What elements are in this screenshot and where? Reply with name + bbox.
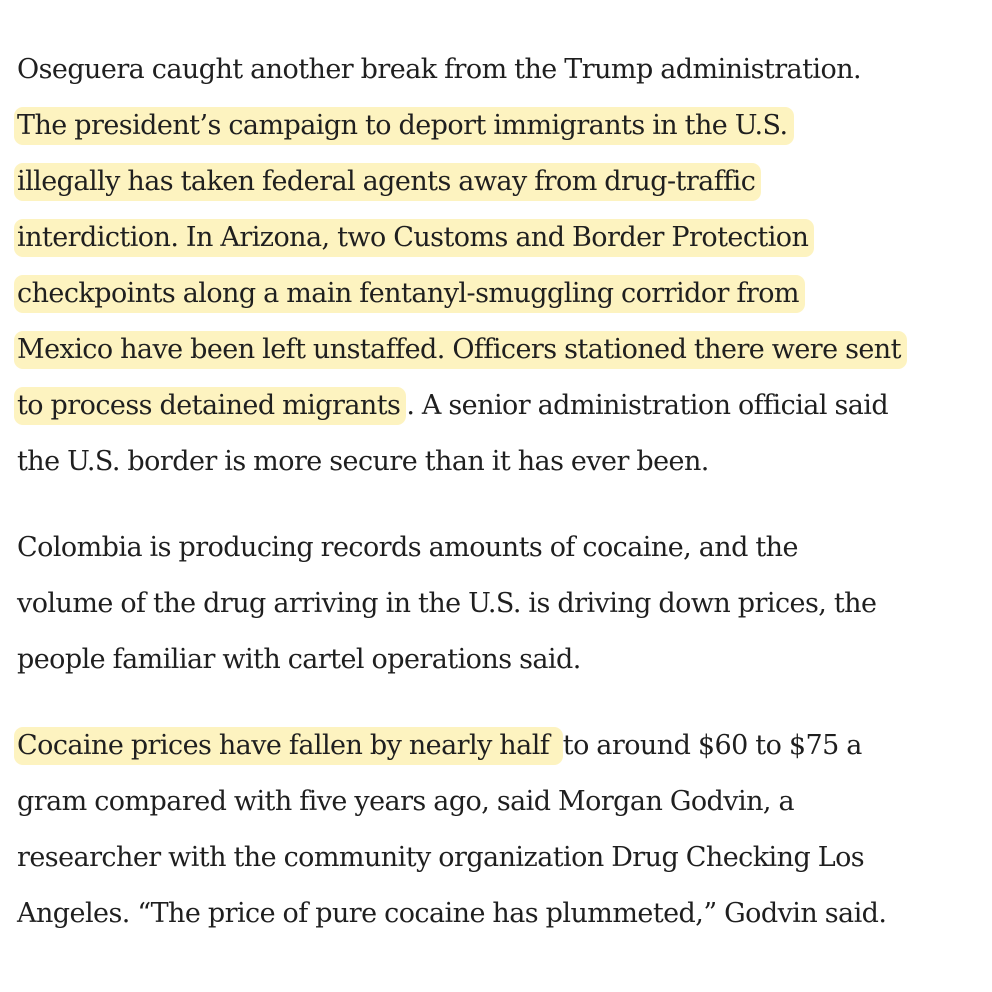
highlighted-text[interactable]: to process detained migrants — [14, 387, 407, 425]
text-line: Mexico have been left unstaffed. Officer… — [14, 322, 977, 378]
article-body: Oseguera caught another break from the T… — [14, 42, 977, 972]
paragraph-3: Cocaine prices have fallen by nearly hal… — [14, 718, 977, 942]
text-line: volume of the drug arriving in the U.S. … — [17, 588, 877, 619]
highlighted-text[interactable]: illegally has taken federal agents away … — [14, 163, 762, 201]
text-line: the U.S. border is more secure than it h… — [17, 446, 709, 477]
highlighted-text[interactable]: interdiction. In Arizona, two Customs an… — [14, 219, 815, 257]
text-line: gram compared with five years ago, said … — [17, 786, 795, 817]
text-line: to process detained migrants. A senior a… — [14, 378, 977, 434]
text-line: checkpoints along a main fentanyl-smuggl… — [14, 266, 977, 322]
paragraph-2: Colombia is producing records amounts of… — [17, 520, 977, 688]
text-line: The president’s campaign to deport immig… — [14, 98, 977, 154]
highlighted-text[interactable]: checkpoints along a main fentanyl-smuggl… — [14, 275, 805, 313]
highlighted-text[interactable]: The president’s campaign to deport immig… — [14, 107, 794, 145]
text-line: Oseguera caught another break from the T… — [17, 54, 862, 85]
text-line: researcher with the community organizati… — [17, 842, 865, 873]
text-line: Cocaine prices have fallen by nearly hal… — [14, 718, 977, 774]
highlighted-text[interactable]: Mexico have been left unstaffed. Officer… — [14, 331, 907, 369]
text-line: illegally has taken federal agents away … — [14, 154, 977, 210]
paragraph-1: Oseguera caught another break from the T… — [14, 42, 977, 490]
highlighted-text[interactable]: Cocaine prices have fallen by nearly hal… — [14, 727, 563, 765]
text-line: people familiar with cartel operations s… — [17, 644, 581, 675]
text-line: interdiction. In Arizona, two Customs an… — [14, 210, 977, 266]
text-line: Angeles. “The price of pure cocaine has … — [17, 898, 887, 929]
text-line: Colombia is producing records amounts of… — [17, 532, 799, 563]
